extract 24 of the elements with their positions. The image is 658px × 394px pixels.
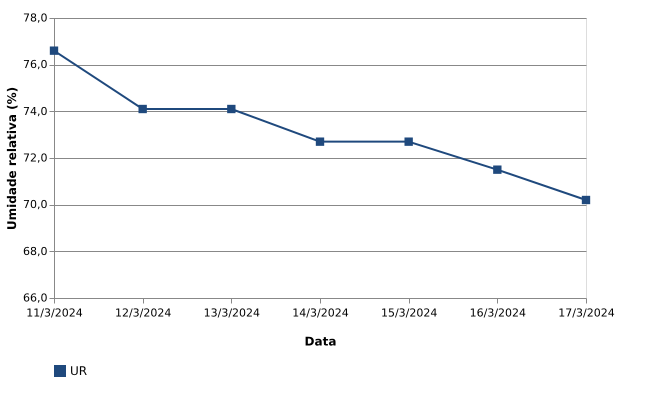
point	[227, 104, 236, 114]
y-tick-label: 78,0	[23, 12, 48, 24]
y-axis-title: Umidade relativa (%)	[5, 86, 20, 230]
x-axis-title: Data	[304, 334, 336, 348]
point	[50, 46, 58, 55]
point	[138, 104, 147, 114]
point	[404, 137, 413, 146]
y-tick-label: 72,0	[23, 152, 48, 164]
x-tick-label: 11/3/2024	[26, 306, 83, 320]
x-tick-label: 14/3/2024	[292, 306, 349, 320]
point	[493, 165, 502, 174]
y-tick-label: 66,0	[23, 292, 48, 304]
x-tick-label: 13/3/2024	[204, 306, 260, 320]
legend-label: UR	[70, 364, 88, 378]
x-tick-label: 17/3/2024	[558, 306, 615, 320]
x-tick-label: 15/3/2024	[380, 306, 438, 320]
y-tick-label: 68,0	[23, 244, 48, 258]
x-tick-label: 12/3/2024	[114, 306, 172, 320]
y-tick-label: 74,0	[23, 104, 48, 118]
point	[316, 137, 324, 146]
y-tick-label: 76,0	[23, 58, 48, 72]
point	[582, 196, 590, 204]
x-tick-label: 16/3/2024	[470, 306, 526, 320]
y-tick-label: 70,0	[23, 198, 48, 212]
